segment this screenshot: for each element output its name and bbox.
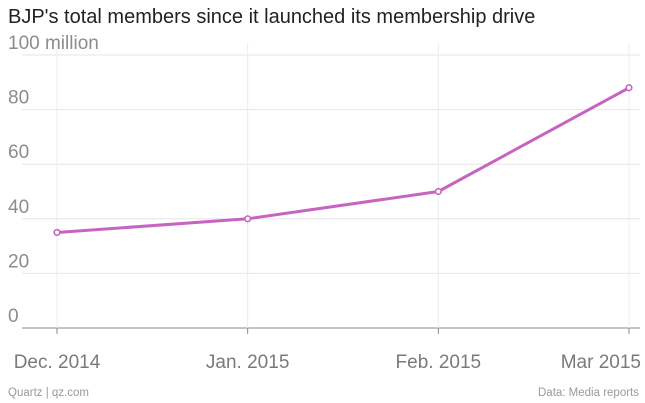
y-tick-label: 0: [8, 306, 19, 327]
data-point: [53, 228, 61, 237]
x-tick-label: Dec. 2014: [14, 352, 101, 373]
data-point: [434, 187, 442, 196]
y-tick-label: 80: [8, 88, 29, 109]
x-tick-label: Mar 2015: [561, 352, 641, 373]
data-point: [625, 84, 633, 92]
footer-credit: Quartz | qz.com: [8, 387, 89, 399]
y-tick-label: 60: [8, 142, 29, 163]
x-tick-label: Feb. 2015: [396, 352, 482, 373]
y-axis-ticks: 0 20 40 60 80 100 million: [8, 33, 99, 327]
y-tick-label: 40: [8, 197, 29, 218]
grid-lines: [22, 43, 640, 329]
series-layer: [53, 84, 633, 237]
series-line: [55, 86, 631, 234]
x-axis-ticks: Dec. 2014 Jan. 2015 Feb. 2015 Mar 2015: [14, 328, 641, 373]
x-tick-label: Jan. 2015: [206, 352, 289, 373]
chart-title: BJP's total members since it launched it…: [8, 6, 536, 28]
footer-data-source: Data: Media reports: [538, 387, 639, 399]
data-point: [244, 215, 252, 223]
y-tick-label: 20: [8, 251, 29, 272]
y-tick-label: 100 million: [8, 33, 99, 54]
